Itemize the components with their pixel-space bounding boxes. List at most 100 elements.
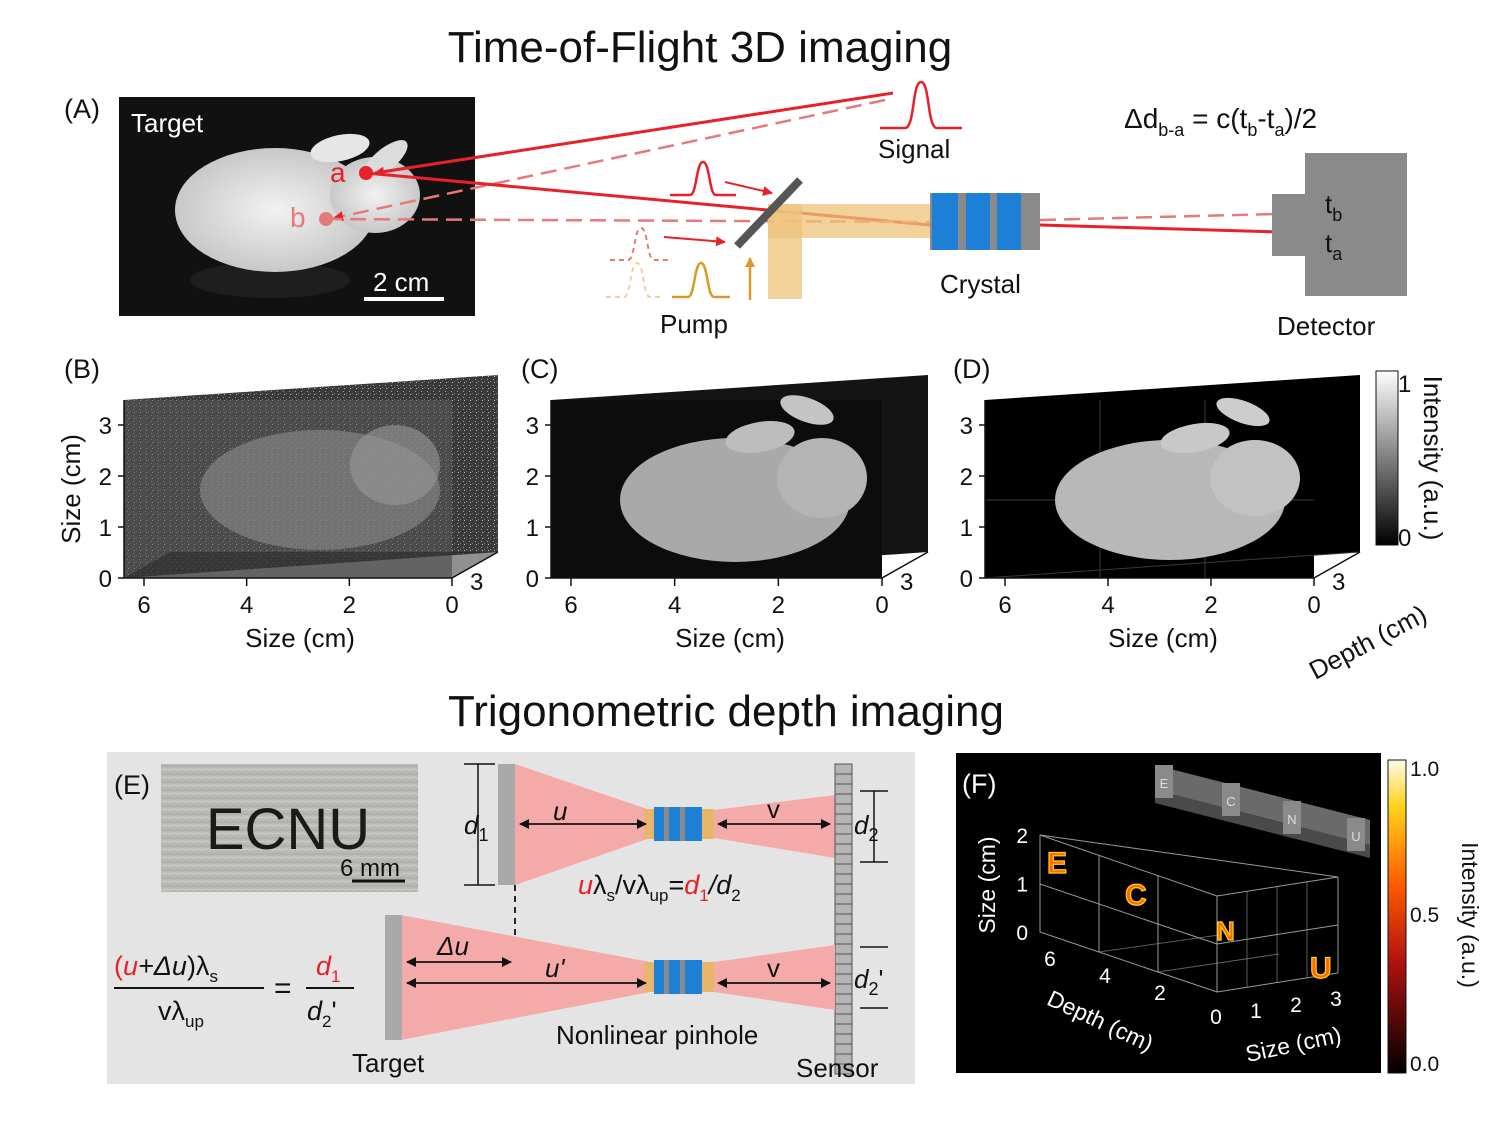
delta-u-label: Δu	[436, 931, 469, 961]
svg-text:a: a	[330, 157, 346, 188]
svg-text:(u+Δu)λs: (u+Δu)λs	[114, 951, 218, 986]
letter-c: C	[1125, 879, 1147, 912]
u-prime-label: u'	[545, 953, 565, 983]
x-tick-b: 0	[445, 592, 458, 619]
pinhole-label: Nonlinear pinhole	[556, 1020, 758, 1050]
u-label: u	[553, 796, 567, 826]
f-depth-tick: 6	[1044, 948, 1056, 971]
x-tick-b: 6	[137, 592, 150, 619]
y-tick-c: 0	[526, 566, 539, 593]
d1-label: d1	[464, 810, 488, 845]
f-depth-tick: 4	[1099, 965, 1111, 988]
panel-label-c: (C)	[521, 354, 558, 384]
x-tick-c: 6	[564, 592, 577, 619]
f-x-tick: 1	[1250, 1000, 1262, 1023]
svg-text:d2': d2'	[307, 996, 337, 1031]
x-axis-label-b: Size (cm)	[245, 623, 355, 653]
pump-label: Pump	[660, 309, 728, 339]
colorbar-hot-min: 0.0	[1410, 1053, 1439, 1076]
panel-f-axes: 0 1 2 6 4 2 0 1 2 3	[1016, 825, 1342, 1029]
z-axis-line-c	[881, 551, 929, 579]
signal-label: Signal	[878, 134, 950, 164]
svg-text:ECNU: ECNU	[206, 797, 370, 862]
colorbar-gray	[1375, 370, 1399, 546]
v-label: v	[767, 794, 780, 824]
y-tick-d: 1	[960, 515, 973, 542]
x-axis-label-d: Size (cm)	[1108, 623, 1218, 653]
f-y-tick: 1	[1016, 874, 1028, 897]
sensor	[834, 763, 853, 1075]
lower-beam	[385, 915, 835, 1040]
reconstructed-letters: E C N U	[1046, 846, 1332, 985]
point-b: b	[290, 202, 333, 233]
x-tick-d: 6	[998, 592, 1011, 619]
detector-label: Detector	[1277, 311, 1376, 341]
panel-label-a: (A)	[64, 94, 100, 124]
svg-text:=: =	[274, 972, 292, 1005]
f-y-tick: 0	[1016, 922, 1028, 945]
pump-pulse-faded-icon	[606, 261, 664, 298]
colorbar-hot	[1387, 759, 1407, 1074]
colorbar-hot-mid: 0.5	[1410, 904, 1439, 927]
y-tick-d: 0	[960, 566, 973, 593]
sensor-label: Sensor	[796, 1053, 879, 1083]
crystal-label: Crystal	[940, 269, 1021, 299]
panel-label-f: (F)	[962, 769, 996, 799]
svg-text:6 mm: 6 mm	[340, 855, 400, 882]
v-label-lower: v	[767, 953, 780, 983]
svg-text:E: E	[1160, 776, 1169, 791]
pump-pulse-red-icon	[670, 160, 736, 197]
y-tick-c: 1	[526, 515, 539, 542]
y-tick-c: 2	[526, 464, 539, 491]
svg-text:C: C	[1226, 794, 1235, 809]
ecnu-model: E C N U	[1155, 765, 1370, 858]
x-tick-d: 2	[1204, 592, 1217, 619]
colorbar-min: 0	[1398, 525, 1411, 552]
panel-label-d: (D)	[953, 354, 990, 384]
colorbar-hot-max: 1.0	[1410, 758, 1439, 781]
trig-title: Trigonometric depth imaging	[448, 687, 1004, 736]
z-tick-c: 3	[900, 569, 913, 596]
target-photo	[119, 97, 475, 316]
signal-pulse-icon	[880, 80, 962, 130]
f-y-tick: 2	[1016, 825, 1028, 848]
y-tick-b: 0	[99, 566, 112, 593]
beam-splitter	[734, 177, 803, 249]
x-tick-c: 0	[875, 592, 888, 619]
volume-d	[984, 375, 1361, 579]
y-tick-b: 3	[99, 413, 112, 440]
scale-bar-label-a: 2 cm	[373, 267, 429, 297]
depth-axis-label-d: Depth (cm)	[1304, 599, 1432, 686]
ta-label: ta	[1325, 228, 1343, 264]
z-axis-line-d	[1313, 551, 1361, 579]
volume-b	[124, 375, 498, 578]
detector	[1272, 153, 1407, 296]
sensor-pixels	[835, 763, 852, 1065]
x-tick-c: 4	[668, 592, 681, 619]
letter-u: U	[1310, 952, 1332, 985]
y-axis-label-b: Size (cm)	[56, 434, 86, 544]
equation-lower: (u+Δu)λs vλup = d1 d2'	[114, 951, 354, 1031]
tof-equation: Δdb-a = c(tb-ta)/2	[1124, 103, 1317, 140]
pinhole-upper	[644, 807, 714, 841]
f-x-tick: 0	[1210, 1006, 1222, 1029]
equation-upper: uλs/vλup=d1/d2	[578, 870, 741, 905]
y-tick-d: 2	[960, 464, 973, 491]
pump-pulse-icon	[672, 261, 730, 299]
x-tick-b: 2	[343, 592, 356, 619]
pump-pulse-dashed-icon	[610, 226, 672, 261]
target-label: Target	[131, 108, 204, 138]
z-tick-b: 3	[470, 569, 483, 596]
pinhole-lower	[644, 960, 714, 994]
panel-label-e: (E)	[114, 770, 150, 800]
svg-text:vλup: vλup	[158, 996, 204, 1031]
volume-c	[551, 375, 928, 578]
z-tick-d: 3	[1332, 569, 1345, 596]
svg-text:d1: d1	[316, 951, 341, 986]
ecnu-photo: ECNU 6 mm	[161, 764, 418, 892]
d2-prime-label: d2'	[854, 964, 883, 999]
x-axis-label-c: Size (cm)	[675, 623, 785, 653]
colorbar-label-d: Intensity (a.u.)	[1418, 376, 1448, 541]
svg-text:b: b	[290, 202, 306, 233]
letter-n: N	[1216, 916, 1235, 946]
